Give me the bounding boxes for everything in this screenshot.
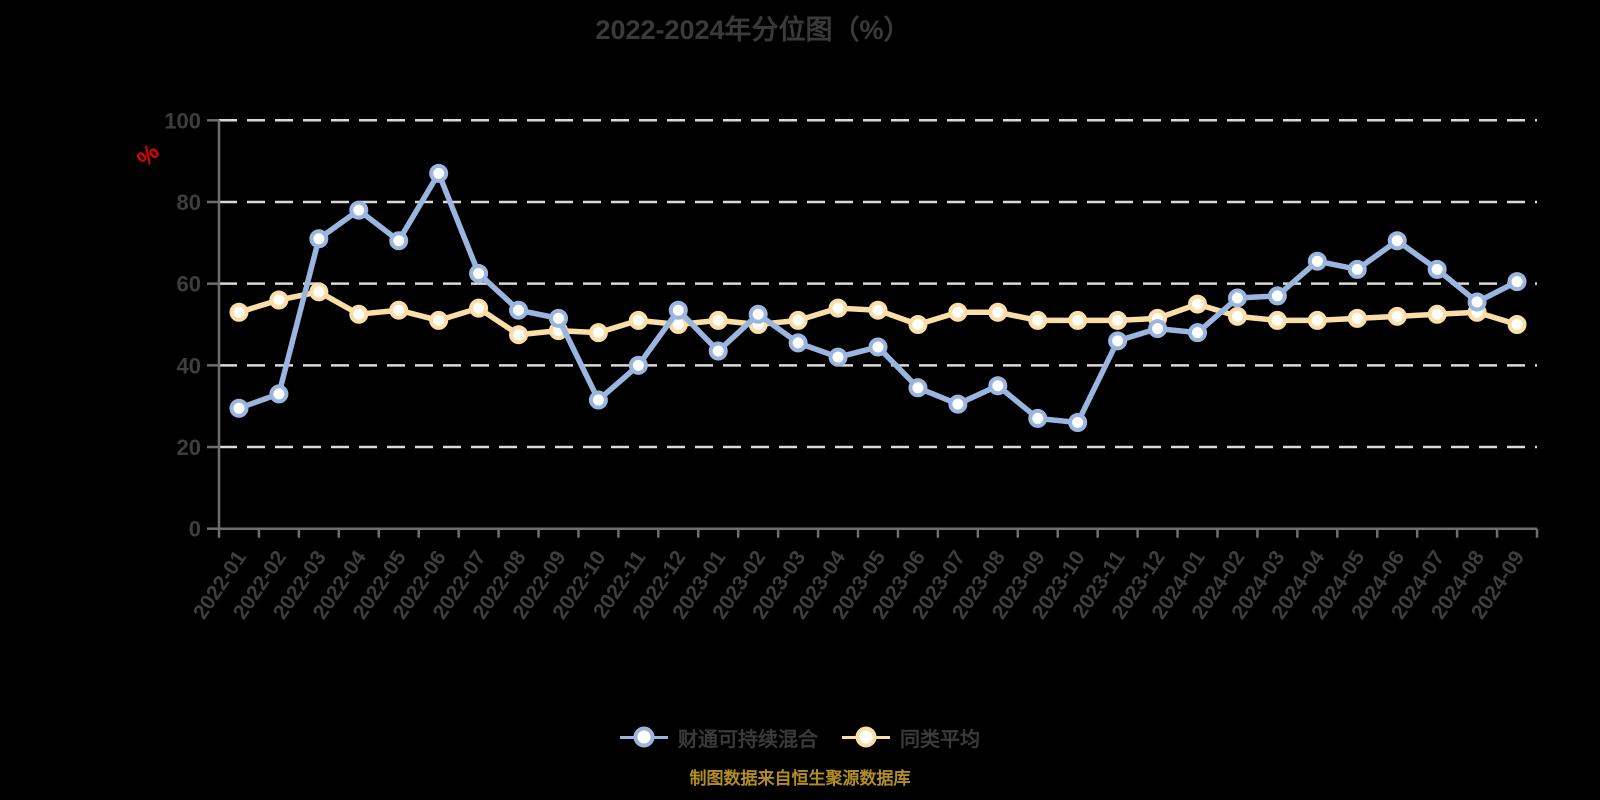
series-average-point xyxy=(588,323,608,343)
series-fund-point xyxy=(668,300,688,320)
series-fund-point xyxy=(708,341,728,361)
fund-series-marker-icon xyxy=(620,725,668,749)
series-average-point xyxy=(469,298,489,318)
series-average-point xyxy=(1227,306,1247,326)
y-axis-tick-label: 60 xyxy=(177,272,201,297)
series-average-point xyxy=(788,310,808,330)
legend-item-fund[interactable]: 财通可持续混合 xyxy=(620,723,818,752)
series-average-point xyxy=(349,304,369,324)
series-fund-point xyxy=(868,337,888,357)
series-average-point xyxy=(1028,310,1048,330)
series-fund-point xyxy=(469,263,489,283)
series-fund-point xyxy=(389,231,409,251)
series-average-point xyxy=(229,302,249,322)
series-average-point xyxy=(988,302,1008,322)
series-fund-point xyxy=(1227,288,1247,308)
series-fund-point xyxy=(1427,259,1447,279)
series-average-point xyxy=(828,298,848,318)
series-fund-point xyxy=(1068,413,1088,433)
series-average-point xyxy=(1307,310,1327,330)
data-source-caption: 制图数据来自恒生聚源数据库 xyxy=(689,769,911,788)
gridlines xyxy=(219,119,1537,449)
series-fund-point xyxy=(269,384,289,404)
series-average-point xyxy=(1267,310,1287,330)
series-fund-point xyxy=(309,229,329,249)
legend: 财通可持续混合 同类平均 xyxy=(0,722,1600,752)
legend-item-average[interactable]: 同类平均 xyxy=(842,723,980,752)
series-fund-point xyxy=(1347,259,1367,279)
legend-label-fund: 财通可持续混合 xyxy=(678,728,818,751)
series-fund-point xyxy=(628,355,648,375)
series-average-point xyxy=(708,310,728,330)
series-fund-point xyxy=(509,300,529,320)
series-average-point xyxy=(1068,310,1088,330)
average-series-marker-icon xyxy=(842,725,890,749)
y-axis-tick-label: 0 xyxy=(189,517,201,542)
chart-title: 2022-2024年分位图（%） xyxy=(595,15,911,45)
series-fund-point xyxy=(1387,231,1407,251)
series-average-point xyxy=(948,302,968,322)
series-fund-point xyxy=(948,394,968,414)
series-fund-point xyxy=(1307,251,1327,271)
series-fund-point xyxy=(1188,323,1208,343)
series-fund-point xyxy=(548,308,568,328)
legend-label-average: 同类平均 xyxy=(900,728,980,751)
y-axis-tick-label: 100 xyxy=(164,108,201,133)
series-fund-point xyxy=(588,390,608,410)
series-fund-line xyxy=(236,170,1520,426)
series-average-point xyxy=(429,310,449,330)
series-average-point xyxy=(1108,310,1128,330)
series-average-point xyxy=(1387,306,1407,326)
y-axis-tick-label: 80 xyxy=(177,190,201,215)
series-fund-point xyxy=(1108,331,1128,351)
y-axis-tick-label: 20 xyxy=(177,435,201,460)
series-average-point xyxy=(309,282,329,302)
series-fund-point xyxy=(748,304,768,324)
series-fund-point xyxy=(988,376,1008,396)
series-average-point xyxy=(1427,304,1447,324)
series-fund-point xyxy=(229,398,249,418)
series-fund-point xyxy=(429,163,449,183)
series-fund-point xyxy=(1267,286,1287,306)
series-average-point xyxy=(269,290,289,310)
series-layer xyxy=(229,163,1527,433)
series-fund-point xyxy=(788,333,808,353)
series-fund-point xyxy=(828,347,848,367)
series-fund-point xyxy=(1028,408,1048,428)
series-average-point xyxy=(1507,315,1527,334)
series-average-point xyxy=(1347,308,1367,328)
y-axis-tick-label: 40 xyxy=(177,353,201,378)
series-average-point xyxy=(389,300,409,320)
series-fund-point xyxy=(908,378,928,398)
series-average-point xyxy=(908,315,928,334)
series-average-point xyxy=(868,300,888,320)
series-average-point xyxy=(509,325,529,345)
x-axis: 2022-012022-022022-032022-042022-052022-… xyxy=(189,527,1539,623)
y-axis: 0 20 40 60 80 100 xyxy=(164,108,221,542)
series-fund-point xyxy=(1467,292,1487,312)
series-fund-point xyxy=(349,200,369,220)
series-average-point xyxy=(1188,294,1208,314)
series-average-point xyxy=(628,310,648,330)
series-fund-point xyxy=(1507,272,1527,292)
series-fund-point xyxy=(1148,319,1168,339)
